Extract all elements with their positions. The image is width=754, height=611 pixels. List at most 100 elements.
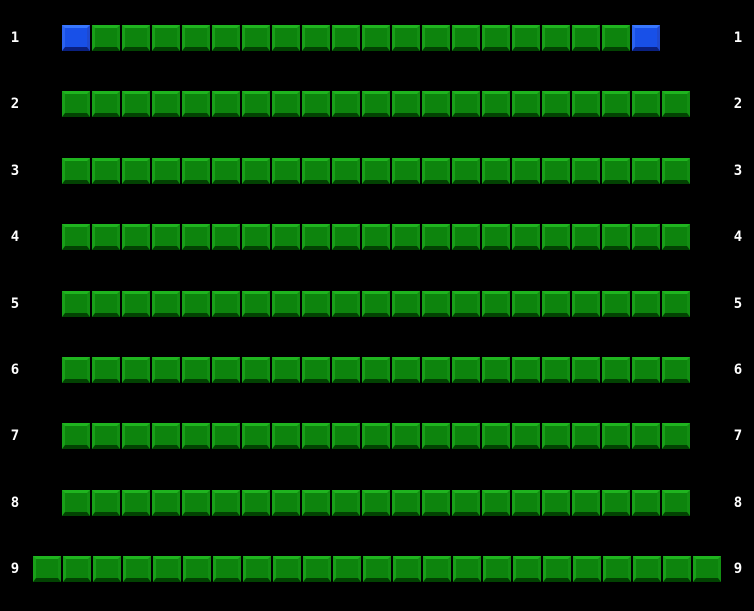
- seat-available[interactable]: [62, 290, 90, 317]
- seat-available[interactable]: [272, 157, 300, 184]
- seat-available[interactable]: [63, 556, 91, 583]
- seat-available[interactable]: [122, 224, 150, 251]
- seat-available[interactable]: [693, 556, 721, 583]
- seat-available[interactable]: [542, 91, 570, 118]
- seat-available[interactable]: [423, 556, 451, 583]
- seat-available[interactable]: [482, 489, 510, 516]
- seat-available[interactable]: [122, 290, 150, 317]
- seat-available[interactable]: [182, 224, 210, 251]
- seat-available[interactable]: [452, 25, 480, 51]
- seat-available[interactable]: [572, 423, 600, 450]
- seat-available[interactable]: [92, 157, 120, 184]
- seat-available[interactable]: [362, 489, 390, 516]
- seat-available[interactable]: [482, 290, 510, 317]
- seat-available[interactable]: [212, 25, 240, 51]
- seat-available[interactable]: [302, 290, 330, 317]
- seat-available[interactable]: [332, 423, 360, 450]
- seat-available[interactable]: [632, 290, 660, 317]
- seat-available[interactable]: [632, 357, 660, 383]
- seat-available[interactable]: [242, 91, 270, 118]
- seat-available[interactable]: [603, 556, 631, 583]
- seat-available[interactable]: [632, 423, 660, 450]
- seat-available[interactable]: [272, 224, 300, 251]
- seat-available[interactable]: [453, 556, 481, 583]
- seat-available[interactable]: [212, 91, 240, 118]
- seat-available[interactable]: [92, 290, 120, 317]
- seat-available[interactable]: [422, 91, 450, 118]
- seat-available[interactable]: [572, 25, 600, 51]
- seat-available[interactable]: [602, 91, 630, 118]
- seat-available[interactable]: [242, 423, 270, 450]
- seat-available[interactable]: [272, 423, 300, 450]
- seat-available[interactable]: [182, 423, 210, 450]
- seat-available[interactable]: [512, 91, 540, 118]
- seat-available[interactable]: [122, 91, 150, 118]
- seat-available[interactable]: [662, 423, 690, 450]
- seat-available[interactable]: [152, 157, 180, 184]
- seat-available[interactable]: [452, 157, 480, 184]
- seat-available[interactable]: [332, 489, 360, 516]
- seat-available[interactable]: [152, 290, 180, 317]
- seat-available[interactable]: [242, 357, 270, 383]
- seat-available[interactable]: [152, 489, 180, 516]
- seat-available[interactable]: [512, 290, 540, 317]
- seat-available[interactable]: [92, 423, 120, 450]
- seat-available[interactable]: [662, 91, 690, 118]
- seat-available[interactable]: [422, 290, 450, 317]
- seat-available[interactable]: [272, 290, 300, 317]
- seat-available[interactable]: [123, 556, 151, 583]
- seat-available[interactable]: [662, 224, 690, 251]
- seat-available[interactable]: [242, 224, 270, 251]
- seat-available[interactable]: [152, 423, 180, 450]
- seat-available[interactable]: [602, 224, 630, 251]
- seat-available[interactable]: [302, 489, 330, 516]
- seat-available[interactable]: [392, 91, 420, 118]
- seat-available[interactable]: [392, 290, 420, 317]
- seat-available[interactable]: [122, 357, 150, 383]
- seat-available[interactable]: [482, 423, 510, 450]
- seat-available[interactable]: [662, 489, 690, 516]
- seat-available[interactable]: [512, 423, 540, 450]
- seat-available[interactable]: [62, 357, 90, 383]
- seat-available[interactable]: [602, 357, 630, 383]
- seat-available[interactable]: [62, 423, 90, 450]
- seat-available[interactable]: [93, 556, 121, 583]
- seat-available[interactable]: [632, 157, 660, 184]
- seat-available[interactable]: [302, 224, 330, 251]
- seat-available[interactable]: [122, 423, 150, 450]
- seat-available[interactable]: [482, 157, 510, 184]
- seat-available[interactable]: [332, 157, 360, 184]
- seat-available[interactable]: [182, 157, 210, 184]
- seat-available[interactable]: [212, 224, 240, 251]
- seat-available[interactable]: [482, 25, 510, 51]
- seat-available[interactable]: [62, 489, 90, 516]
- seat-available[interactable]: [242, 290, 270, 317]
- seat-available[interactable]: [542, 25, 570, 51]
- seat-available[interactable]: [152, 25, 180, 51]
- seat-available[interactable]: [482, 91, 510, 118]
- seat-available[interactable]: [92, 224, 120, 251]
- seat-available[interactable]: [392, 423, 420, 450]
- seat-available[interactable]: [452, 357, 480, 383]
- seat-available[interactable]: [302, 91, 330, 118]
- seat-available[interactable]: [242, 25, 270, 51]
- seat-available[interactable]: [332, 91, 360, 118]
- seat-available[interactable]: [602, 290, 630, 317]
- seat-available[interactable]: [272, 25, 300, 51]
- seat-available[interactable]: [512, 157, 540, 184]
- seat-available[interactable]: [393, 556, 421, 583]
- seat-selected[interactable]: [632, 25, 660, 51]
- seat-available[interactable]: [273, 556, 301, 583]
- seat-available[interactable]: [243, 556, 271, 583]
- seat-available[interactable]: [213, 556, 241, 583]
- seat-available[interactable]: [482, 224, 510, 251]
- seat-available[interactable]: [362, 25, 390, 51]
- seat-available[interactable]: [302, 157, 330, 184]
- seat-available[interactable]: [572, 224, 600, 251]
- seat-available[interactable]: [153, 556, 181, 583]
- seat-available[interactable]: [512, 357, 540, 383]
- seat-available[interactable]: [212, 357, 240, 383]
- seat-available[interactable]: [542, 290, 570, 317]
- seat-available[interactable]: [422, 357, 450, 383]
- seat-available[interactable]: [182, 290, 210, 317]
